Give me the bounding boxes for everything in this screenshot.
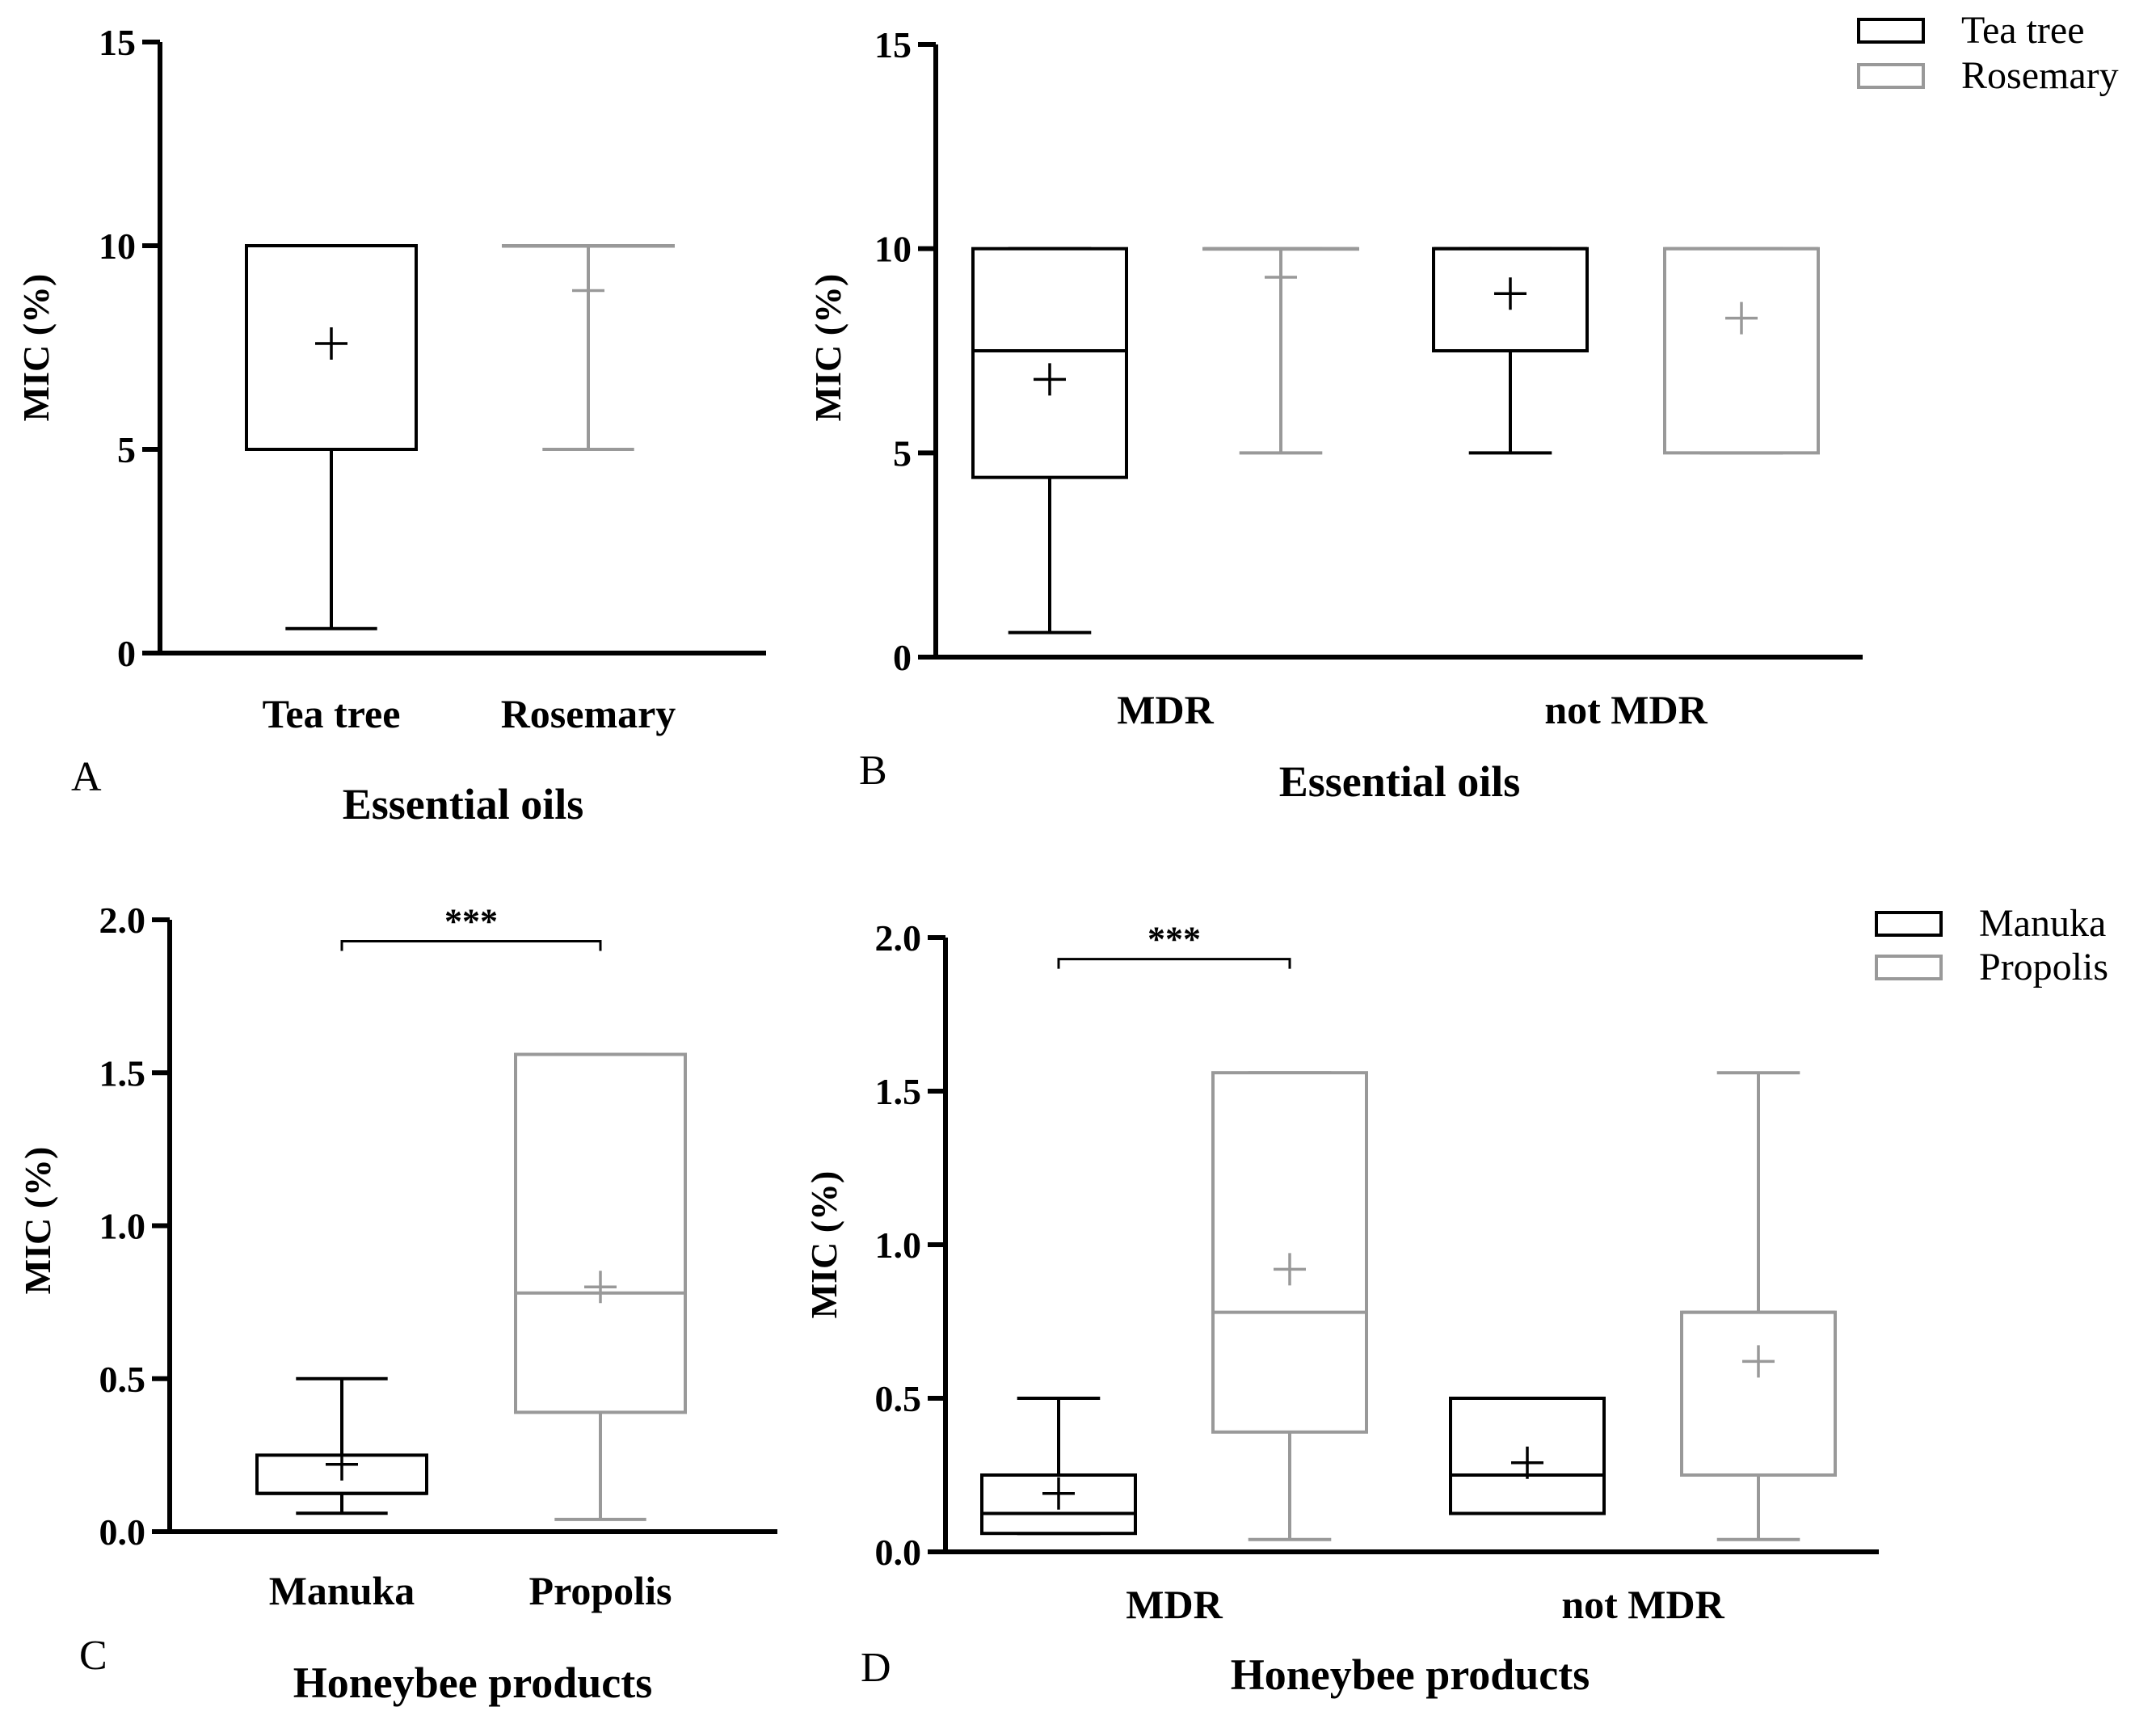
panel-letter: D — [861, 1645, 891, 1691]
box-rosemary-mean-marker — [572, 274, 604, 307]
y-tick-label: 0 — [117, 633, 136, 674]
box-propolis-mean-marker — [584, 1271, 617, 1304]
x-axis-title: Honeybee products — [1231, 1650, 1590, 1699]
box-rosemary-mean-marker — [1265, 261, 1297, 294]
box-propolis-box — [514, 1052, 687, 1414]
category-label: Tea tree — [263, 691, 401, 736]
box-propolis-mean-marker — [1742, 1345, 1775, 1378]
category-label: MDR — [1126, 1582, 1223, 1627]
box-propolis-box — [1680, 1310, 1837, 1477]
panel-letter: C — [79, 1633, 107, 1679]
y-axis-label: MIC (%) — [15, 274, 57, 422]
legend-label: Rosemary — [1961, 54, 2119, 97]
panel-letter: A — [71, 754, 102, 800]
y-tick-label: 10 — [874, 229, 912, 270]
category-label: Rosemary — [501, 691, 676, 736]
y-axis-label: MIC (%) — [17, 1147, 58, 1295]
category-label: not MDR — [1561, 1582, 1724, 1627]
y-tick-label: 0.0 — [99, 1511, 146, 1553]
significance-bracket — [1057, 958, 1291, 969]
y-tick-label: 15 — [874, 24, 912, 65]
category-label: Propolis — [529, 1568, 672, 1613]
legend-swatch — [1875, 911, 1943, 937]
box-manuka-mean-marker — [326, 1448, 358, 1481]
x-axis-title: Essential oils — [343, 780, 584, 828]
y-tick-label: 1.5 — [99, 1052, 146, 1094]
y-tick-label: 0.5 — [99, 1359, 146, 1400]
significance-stars: *** — [1147, 920, 1201, 959]
y-tick-label: 0 — [893, 637, 912, 678]
y-tick-label: 2.0 — [875, 917, 922, 959]
y-tick-label: 1.0 — [875, 1225, 922, 1266]
panel-d: 0.0 0.5 1.0 1.5 2.0 MIC (%) MDR not MDR Honeybee… — [803, 902, 2108, 1699]
category-label: Manuka — [269, 1568, 415, 1613]
significance-stars: *** — [444, 901, 498, 941]
legend-label: Manuka — [1979, 902, 2106, 945]
legend-swatch — [1875, 955, 1943, 980]
y-tick-label: 5 — [893, 432, 912, 474]
legend-label: Tea tree — [1961, 9, 2085, 52]
box-tea-tree-mean-marker — [1034, 363, 1066, 396]
box-tea-tree-mean-marker — [1494, 277, 1526, 310]
y-tick-label: 1.5 — [875, 1071, 922, 1112]
category-label: not MDR — [1544, 687, 1708, 732]
box-tea-tree-box — [971, 247, 1128, 479]
panel-c: 0.0 0.5 1.0 1.5 2.0 MIC (%) Manuka Propolis Hone… — [17, 900, 777, 1707]
y-axis-label: MIC (%) — [803, 1171, 844, 1319]
x-axis-title: Essential oils — [1279, 757, 1521, 806]
box-propolis-mean-marker — [1274, 1253, 1306, 1286]
y-axis-label: MIC (%) — [807, 274, 849, 422]
y-tick-label: 10 — [99, 226, 136, 267]
panel-b: 0 5 10 15 MIC (%) MDR not MDR Essential oils B Te… — [807, 9, 2119, 806]
box-rosemary-mean-marker — [1725, 301, 1758, 335]
box-tea-tree-box — [245, 244, 418, 451]
significance-bracket — [340, 939, 602, 951]
x-axis-title: Honeybee products — [293, 1659, 653, 1707]
legend-swatch — [1857, 63, 1925, 89]
panel-a: 0 5 10 15 MIC (%) Tea tree Rosemary Essential o… — [15, 22, 766, 828]
legend-label: Propolis — [1979, 946, 2108, 988]
legend-swatch — [1857, 18, 1925, 44]
y-tick-label: 0.5 — [875, 1378, 922, 1419]
box-tea-tree-mean-marker — [315, 327, 347, 360]
box-manuka-mean-marker — [1042, 1477, 1075, 1510]
box-rosemary-box — [1663, 247, 1820, 455]
category-label: MDR — [1117, 687, 1214, 732]
box-manuka-mean-marker — [1511, 1446, 1543, 1479]
y-tick-label: 2.0 — [99, 900, 146, 941]
panel-letter: B — [859, 748, 887, 794]
y-tick-label: 0.0 — [875, 1532, 922, 1573]
y-tick-label: 5 — [117, 429, 136, 470]
box-propolis-box — [1211, 1071, 1368, 1434]
y-tick-label: 1.0 — [99, 1206, 146, 1247]
y-tick-label: 15 — [99, 22, 136, 63]
